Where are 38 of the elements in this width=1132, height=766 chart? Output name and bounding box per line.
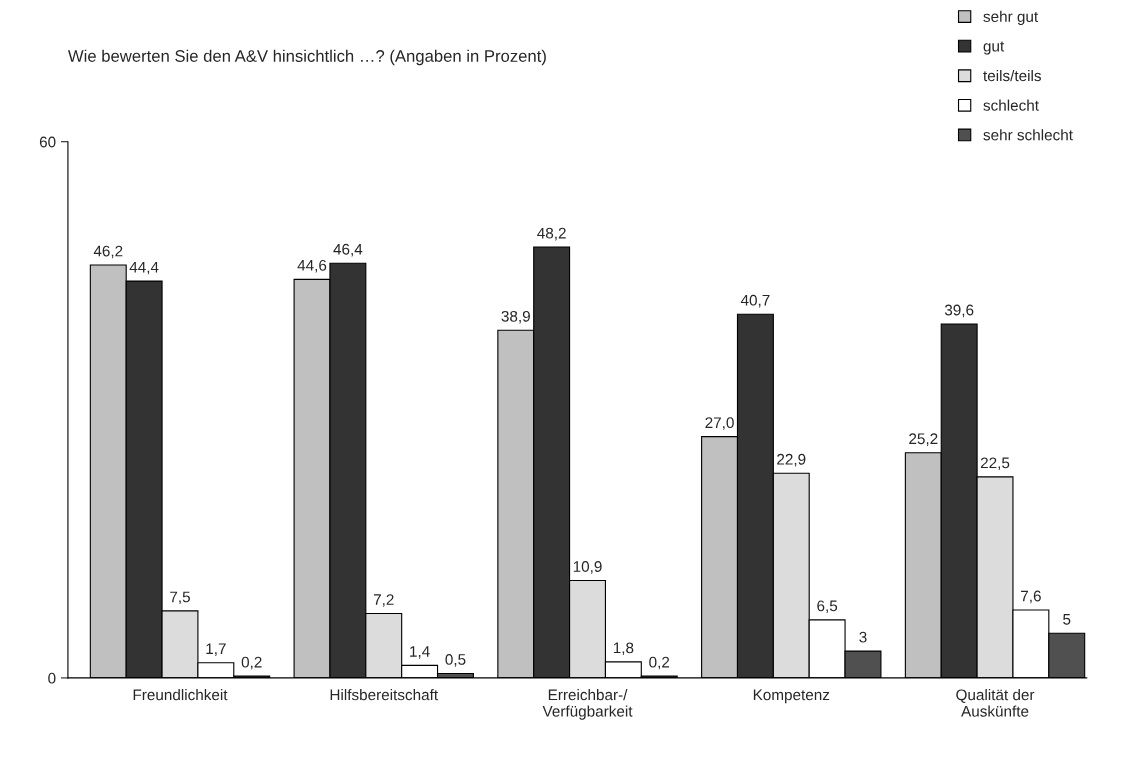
data-label: 0,2 [241, 656, 262, 670]
data-label: 46,4 [333, 243, 363, 257]
data-label: 48,2 [537, 227, 566, 241]
data-label: 46,2 [93, 245, 123, 259]
data-label: 44,4 [129, 261, 159, 275]
data-label: 7,5 [170, 591, 190, 605]
data-label: 39,6 [944, 304, 974, 318]
legend-label: sehr gut [983, 10, 1039, 26]
legend-label: gut [983, 41, 1005, 55]
data-label: 40,7 [740, 294, 770, 308]
data-label: 10,9 [573, 561, 602, 574]
data-label: 0,5 [445, 654, 466, 667]
x-tick-label: Freundlichkeit [133, 689, 228, 701]
x-tick-label: Erreichbar-/ Verfügbarkeit [542, 689, 633, 720]
data-label: 5 [1063, 613, 1071, 625]
x-tick-label: Kompetenz [753, 689, 830, 704]
data-label: 44,6 [297, 259, 327, 273]
data-label: 1,7 [206, 643, 226, 656]
chart-title: Wie bewerten Sie den A&V hinsichtlich …? (Angaben in Prozent) [67, 49, 546, 66]
data-label: 22,5 [980, 457, 1010, 471]
data-label: 22,9 [777, 453, 806, 467]
legend-label: schlecht [983, 99, 1039, 111]
data-label: 7,2 [373, 594, 394, 607]
data-label: 25,2 [909, 433, 938, 446]
data-label: 3 [859, 631, 867, 643]
data-label: 6,5 [817, 600, 838, 614]
x-tick-label: Hilfsbereitschaft [330, 689, 438, 701]
data-label: 27,0 [705, 417, 734, 430]
data-label: 7,6 [1021, 590, 1041, 604]
y-tick-label: 60 [39, 136, 56, 148]
y-tick-label: 0 [48, 672, 56, 684]
legend-label: teils/teils [983, 69, 1041, 82]
data-label: 1,8 [613, 642, 634, 656]
data-label: 0,2 [649, 656, 670, 670]
data-label: 38,9 [501, 310, 530, 324]
data-label: 1,4 [410, 646, 430, 659]
legend-label: sehr schlecht [983, 129, 1073, 141]
x-tick-label: Qualität der Auskünfte [956, 689, 1035, 717]
